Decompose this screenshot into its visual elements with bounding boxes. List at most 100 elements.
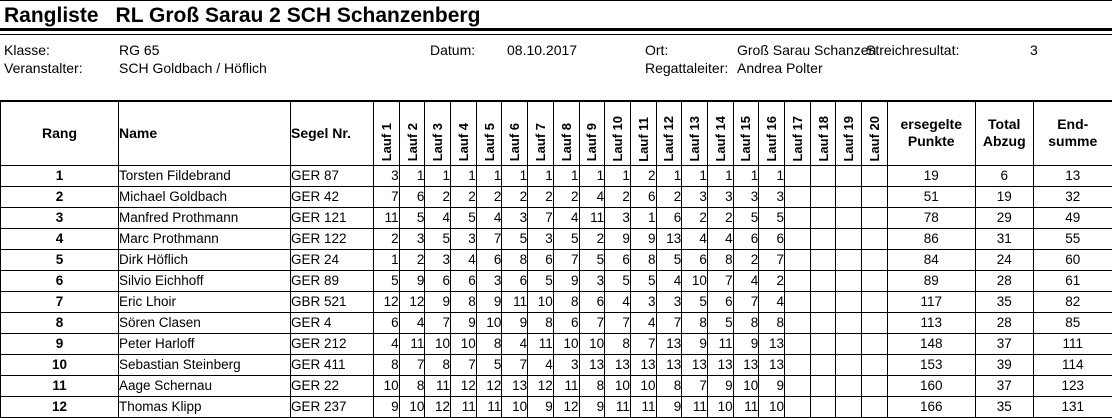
lauf-1-cell: 4	[374, 333, 400, 354]
lauf-14-cell: 4	[707, 228, 733, 249]
lauf-19-cell	[836, 165, 862, 186]
lauf-13-cell: 9	[682, 333, 708, 354]
rang-cell: 6	[1, 270, 119, 291]
lauf-3-cell: 1	[425, 165, 451, 186]
header-lauf-1: Lauf 1	[374, 101, 400, 165]
endsumme-cell: 55	[1033, 228, 1112, 249]
endsumme-cell: 60	[1033, 249, 1112, 270]
lauf-15-cell: 3	[733, 186, 759, 207]
lauf-5-cell: 11	[476, 396, 502, 417]
lauf-3-cell: 2	[425, 186, 451, 207]
lauf-15-cell: 1	[733, 165, 759, 186]
page-title-event: RL Groß Sarau 2 SCH Schanzenberg	[116, 3, 481, 28]
lauf-5-cell: 4	[476, 207, 502, 228]
lauf-17-cell	[785, 354, 811, 375]
lauf-1-cell: 3	[374, 165, 400, 186]
lauf-10-cell: 7	[605, 312, 631, 333]
endsumme-cell: 111	[1033, 333, 1112, 354]
lauf-15-cell: 4	[733, 270, 759, 291]
lauf-6-cell: 11	[502, 291, 528, 312]
total-abzug-cell: 28	[975, 312, 1033, 333]
lauf-10-cell: 6	[605, 249, 631, 270]
lauf-18-cell	[810, 312, 836, 333]
header-lauf-label: Lauf 6	[508, 123, 521, 161]
lauf-4-cell: 9	[451, 312, 477, 333]
lauf-3-cell: 5	[425, 228, 451, 249]
lauf-20-cell	[862, 186, 888, 207]
lauf-7-cell: 7	[528, 207, 554, 228]
lauf-2-cell: 11	[399, 333, 425, 354]
datum-value: 08.10.2017	[507, 42, 577, 58]
klasse-value: RG 65	[119, 42, 159, 58]
lauf-7-cell: 4	[528, 354, 554, 375]
lauf-20-cell	[862, 354, 888, 375]
lauf-3-cell: 4	[425, 207, 451, 228]
lauf-11-cell: 11	[630, 396, 656, 417]
lauf-2-cell: 2	[399, 249, 425, 270]
lauf-4-cell: 11	[451, 396, 477, 417]
lauf-5-cell: 9	[476, 291, 502, 312]
lauf-3-cell: 8	[425, 354, 451, 375]
rang-cell: 7	[1, 291, 119, 312]
endsumme-cell: 82	[1033, 291, 1112, 312]
lauf-14-cell: 13	[707, 354, 733, 375]
regattaleiter-value: Andrea Polter	[737, 60, 823, 76]
header-lauf-label: Lauf 1	[380, 123, 393, 161]
lauf-4-cell: 5	[451, 207, 477, 228]
lauf-5-cell: 10	[476, 312, 502, 333]
header-lauf-label: Lauf 4	[457, 123, 470, 161]
lauf-18-cell	[810, 186, 836, 207]
lauf-13-cell: 2	[682, 207, 708, 228]
lauf-1-cell: 9	[374, 396, 400, 417]
lauf-13-cell: 6	[682, 249, 708, 270]
lauf-14-cell: 1	[707, 165, 733, 186]
name-cell: Dirk Höflich	[119, 249, 291, 270]
segel-nr-cell: GER 212	[291, 333, 374, 354]
lauf-2-cell: 3	[399, 228, 425, 249]
header-lauf-5: Lauf 5	[476, 101, 502, 165]
lauf-13-cell: 11	[682, 396, 708, 417]
lauf-8-cell: 11	[553, 375, 579, 396]
lauf-3-cell: 6	[425, 270, 451, 291]
lauf-19-cell	[836, 270, 862, 291]
segel-nr-cell: GER 22	[291, 375, 374, 396]
rang-cell: 4	[1, 228, 119, 249]
lauf-8-cell: 5	[553, 228, 579, 249]
lauf-1-cell: 10	[374, 375, 400, 396]
lauf-11-cell: 4	[630, 312, 656, 333]
klasse-label: Klasse:	[4, 42, 50, 58]
segel-nr-cell: GER 42	[291, 186, 374, 207]
lauf-18-cell	[810, 228, 836, 249]
rang-cell: 9	[1, 333, 119, 354]
lauf-11-cell: 6	[630, 186, 656, 207]
lauf-1-cell: 7	[374, 186, 400, 207]
name-cell: Silvio Eichhoff	[119, 270, 291, 291]
lauf-12-cell: 6	[656, 207, 682, 228]
segel-nr-cell: GER 24	[291, 249, 374, 270]
name-cell: Michael Goldbach	[119, 186, 291, 207]
segel-nr-cell: GER 4	[291, 312, 374, 333]
lauf-2-cell: 1	[399, 165, 425, 186]
header-lauf-label: Lauf 13	[688, 116, 701, 162]
rang-cell: 11	[1, 375, 119, 396]
total-abzug-cell: 19	[975, 186, 1033, 207]
lauf-10-cell: 3	[605, 207, 631, 228]
header-name: Name	[119, 101, 291, 165]
segel-nr-cell: GER 237	[291, 396, 374, 417]
lauf-5-cell: 8	[476, 333, 502, 354]
lauf-18-cell	[810, 207, 836, 228]
lauf-12-cell: 3	[656, 291, 682, 312]
lauf-7-cell: 9	[528, 396, 554, 417]
lauf-20-cell	[862, 396, 888, 417]
lauf-16-cell: 9	[759, 375, 785, 396]
lauf-10-cell: 2	[605, 186, 631, 207]
rang-cell: 8	[1, 312, 119, 333]
lauf-11-cell: 1	[630, 207, 656, 228]
lauf-10-cell: 5	[605, 270, 631, 291]
header-lauf-19: Lauf 19	[836, 101, 862, 165]
header-rang: Rang	[1, 101, 119, 165]
lauf-4-cell: 1	[451, 165, 477, 186]
